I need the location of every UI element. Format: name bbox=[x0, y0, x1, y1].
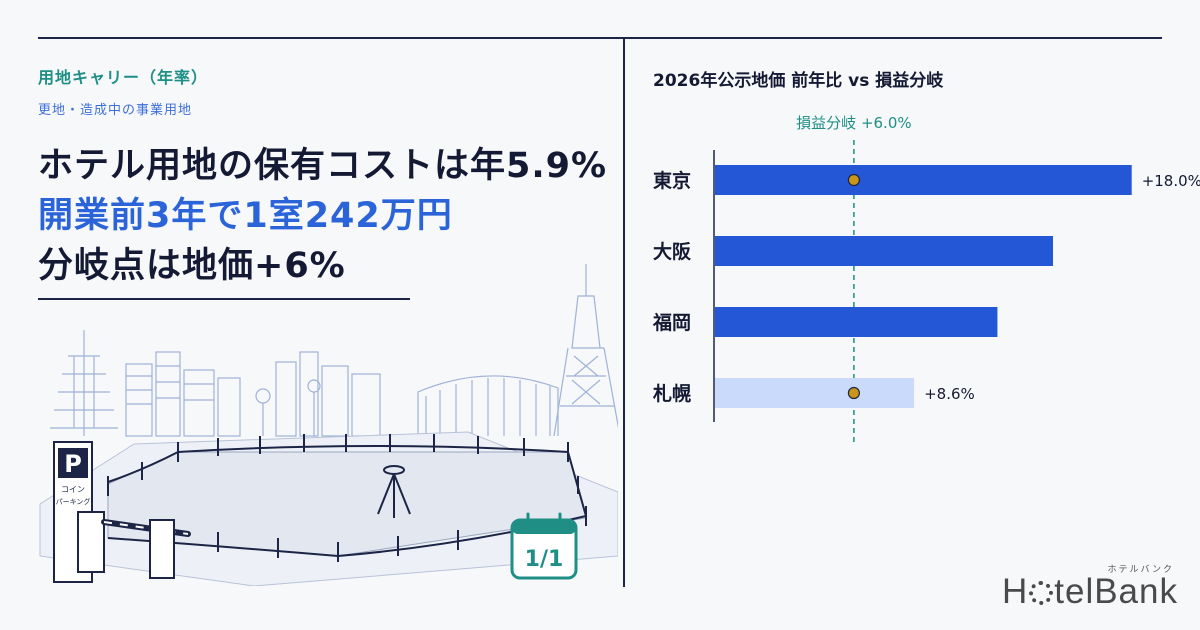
category-label: 東京 bbox=[653, 169, 691, 192]
subheading: 更地・造成中の事業用地 bbox=[38, 103, 193, 118]
data-label: +8.6% bbox=[924, 385, 975, 403]
breakeven-marker bbox=[847, 173, 860, 187]
headline-line-2: 開業前3年で1室242万円 bbox=[38, 196, 453, 236]
kicker: 用地キャリー（年率） bbox=[38, 68, 209, 87]
category-label: 大阪 bbox=[653, 240, 692, 263]
top-rule bbox=[38, 37, 1162, 39]
category-label: 福岡 bbox=[652, 311, 691, 334]
city-skyline bbox=[50, 264, 618, 437]
headline-line-1: ホテル用地の保有コストは年5.9% bbox=[38, 146, 608, 186]
brand-name-suffix: telBank bbox=[1054, 572, 1178, 611]
bar bbox=[715, 378, 915, 408]
headline-line-3: 分岐点は地価+6% bbox=[38, 246, 346, 286]
brand-kana: ホテルバンク bbox=[1107, 565, 1174, 575]
parking-gate bbox=[77, 511, 191, 579]
headline-rule bbox=[38, 298, 410, 300]
brand-dotted-o-icon bbox=[1029, 581, 1054, 605]
brand-name-prefix: H bbox=[1001, 572, 1029, 611]
lot-ground bbox=[39, 431, 618, 586]
chart-title: 2026年公示地価 前年比 vs 損益分岐 bbox=[653, 71, 944, 91]
column-divider bbox=[623, 37, 625, 587]
data-label: +18.0% bbox=[1142, 172, 1200, 190]
bar bbox=[715, 165, 1132, 195]
category-label: 札幌 bbox=[652, 382, 691, 405]
breakeven-marker bbox=[847, 386, 860, 400]
vacant-lot-illustration: P コイン パーキング 1/1 bbox=[39, 264, 618, 586]
parking-label-2: パーキング bbox=[56, 497, 91, 506]
breakeven-label: 損益分岐 +6.0% bbox=[796, 114, 911, 132]
parking-sign-letter: P bbox=[64, 450, 82, 478]
bar bbox=[715, 307, 998, 337]
bar bbox=[715, 236, 1053, 266]
parking-label-1: コイン bbox=[61, 485, 85, 494]
calendar-label: 1/1 bbox=[525, 547, 564, 572]
calendar-icon: 1/1 bbox=[510, 512, 578, 580]
survey-tripod bbox=[377, 465, 411, 518]
